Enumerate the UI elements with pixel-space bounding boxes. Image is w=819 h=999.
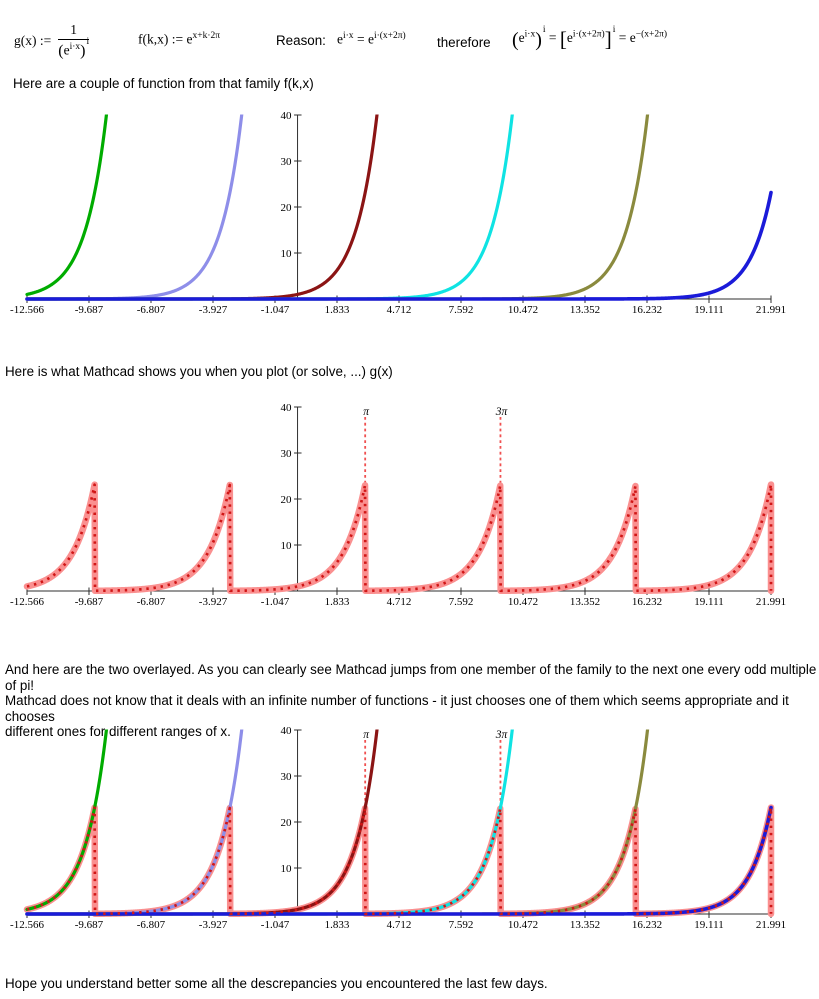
svg-text:10.472: 10.472 <box>508 596 538 608</box>
svg-text:-9.687: -9.687 <box>75 596 104 608</box>
svg-text:40: 40 <box>281 110 293 122</box>
svg-text:-3.927: -3.927 <box>199 304 228 316</box>
fraction: 1 (ei·x)i <box>58 21 90 61</box>
svg-text:-3.927: -3.927 <box>199 919 228 931</box>
paragraph-line: And here are the two overlayed. As you c… <box>5 662 817 693</box>
svg-text:21.991: 21.991 <box>756 596 786 608</box>
g-plot: -12.566 -9.687 -6.807 -3.927 -1.047 1.833 4.71… <box>10 402 786 608</box>
svg-text:20: 20 <box>281 202 293 214</box>
svg-text:3π: 3π <box>495 406 509 418</box>
svg-text:-6.807: -6.807 <box>137 596 166 608</box>
svg-text:20: 20 <box>281 817 293 829</box>
svg-text:-3.927: -3.927 <box>199 596 228 608</box>
svg-text:π: π <box>363 406 370 418</box>
svg-text:30: 30 <box>281 156 293 168</box>
overlay-plot: -12.566 -9.687 -6.807 -3.927 -1.047 1.833 4.71… <box>10 725 786 931</box>
svg-text:3π: 3π <box>495 729 509 741</box>
overlay-paragraph: And here are the two overlayed. As you c… <box>5 662 817 740</box>
svg-text:13.352: 13.352 <box>570 304 600 316</box>
intro-text-family: Here are a couple of function from that … <box>13 76 314 91</box>
svg-text:4.712: 4.712 <box>387 596 412 608</box>
svg-text:16.232: 16.232 <box>632 304 662 316</box>
svg-text:19.111: 19.111 <box>694 919 723 931</box>
svg-text:-12.566: -12.566 <box>10 304 44 316</box>
svg-text:10.472: 10.472 <box>508 919 538 931</box>
svg-text:40: 40 <box>281 402 293 414</box>
svg-text:π: π <box>363 729 370 741</box>
svg-text:7.592: 7.592 <box>449 596 474 608</box>
svg-text:7.592: 7.592 <box>449 304 474 316</box>
reason-label: Reason: <box>276 33 326 48</box>
svg-text:-1.047: -1.047 <box>261 304 290 316</box>
svg-text:-6.807: -6.807 <box>137 919 166 931</box>
paragraph-line: different ones for different ranges of x… <box>5 724 231 740</box>
svg-text:19.111: 19.111 <box>694 304 723 316</box>
svg-text:-1.047: -1.047 <box>261 596 290 608</box>
svg-text:1.833: 1.833 <box>325 919 350 931</box>
svg-text:30: 30 <box>281 448 293 460</box>
formula-periodicity: ei·x = ei·(x+2π) <box>337 31 406 47</box>
svg-text:1.833: 1.833 <box>325 304 350 316</box>
svg-text:10.472: 10.472 <box>508 304 538 316</box>
svg-text:40: 40 <box>281 725 293 737</box>
svg-text:20: 20 <box>281 494 293 506</box>
svg-text:21.991: 21.991 <box>756 304 786 316</box>
therefore-label: therefore <box>437 35 491 50</box>
svg-text:10: 10 <box>281 863 293 875</box>
svg-text:-1.047: -1.047 <box>261 919 290 931</box>
svg-text:-9.687: -9.687 <box>75 304 104 316</box>
svg-text:7.592: 7.592 <box>449 919 474 931</box>
svg-text:19.111: 19.111 <box>694 596 723 608</box>
paragraph-line: Mathcad does not know that it deals with… <box>5 693 789 724</box>
fraction-numerator: 1 <box>70 21 78 37</box>
svg-text:1.833: 1.833 <box>325 596 350 608</box>
svg-text:-12.566: -12.566 <box>10 596 44 608</box>
closing-text: Hope you understand better some all the … <box>5 976 548 991</box>
svg-text:-6.807: -6.807 <box>137 304 166 316</box>
formula-g-definition: g(x) := 1 (ei·x)i <box>14 18 90 64</box>
intro-text-gplot: Here is what Mathcad shows you when you … <box>5 364 393 379</box>
svg-text:13.352: 13.352 <box>570 596 600 608</box>
svg-text:-9.687: -9.687 <box>75 919 104 931</box>
svg-text:-12.566: -12.566 <box>10 919 44 931</box>
svg-text:4.712: 4.712 <box>387 304 412 316</box>
svg-text:13.352: 13.352 <box>570 919 600 931</box>
svg-text:16.232: 16.232 <box>632 596 662 608</box>
svg-text:16.232: 16.232 <box>632 919 662 931</box>
svg-text:10: 10 <box>281 248 293 260</box>
family-plot: -12.566 -9.687 -6.807 -3.927 -1.047 1.833 4.71… <box>10 110 786 316</box>
svg-text:4.712: 4.712 <box>387 919 412 931</box>
formula-g-lhs: g(x) := <box>14 33 52 48</box>
svg-text:10: 10 <box>281 540 293 552</box>
svg-text:30: 30 <box>281 771 293 783</box>
formula-f-definition: f(k,x) := ex+k·2π <box>138 31 221 47</box>
formula-identity: (ei·x)i = [ei·(x+2π)]i = e−(x+2π) <box>512 24 668 52</box>
fraction-denominator: (ei·x)i <box>58 36 90 60</box>
svg-text:21.991: 21.991 <box>756 919 786 931</box>
